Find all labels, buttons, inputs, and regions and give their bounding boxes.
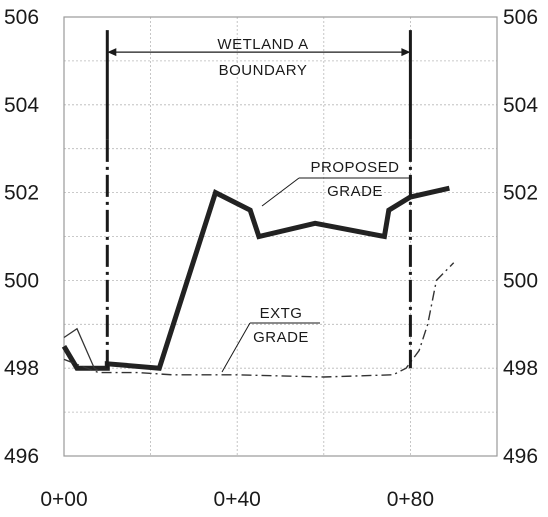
y-tick-label-left: 500 — [4, 269, 39, 292]
arrowhead-right-icon — [401, 48, 411, 57]
annotation-line-2: GRADE — [253, 329, 309, 346]
x-axis: 0+00 0+40 0+80 — [40, 488, 434, 511]
proposed-grade-leader — [261, 177, 300, 207]
existing-grade-left-segment — [63, 327, 99, 371]
annotation-line-2: BOUNDARY — [219, 62, 308, 79]
series-group — [61, 185, 455, 378]
x-tick-label: 0+00 — [40, 488, 87, 511]
y-tick-label-left: 502 — [4, 182, 39, 205]
y-axis-left: 496 498 500 502 504 506 — [4, 6, 39, 468]
annotation-line-1: EXTG — [260, 305, 303, 322]
annotation-line-1: PROPOSED — [310, 159, 399, 176]
y-tick-label-right: 496 — [503, 445, 538, 468]
y-tick-label-left: 496 — [4, 445, 39, 468]
annotation-line-2: GRADE — [327, 183, 383, 200]
y-tick-label-right: 500 — [503, 269, 538, 292]
annotation-line-1: WETLAND A — [217, 36, 308, 53]
y-tick-label-right: 504 — [503, 94, 538, 117]
y-tick-label-left: 504 — [4, 94, 39, 117]
y-tick-label-left: 506 — [4, 6, 39, 29]
existing-grade-line — [63, 262, 455, 378]
grid — [64, 17, 497, 456]
y-tick-label-right: 502 — [503, 182, 538, 205]
y-tick-label-left: 498 — [4, 357, 39, 380]
y-tick-label-right: 506 — [503, 6, 538, 29]
x-tick-label: 0+80 — [387, 488, 434, 511]
existing-grade-leader — [221, 322, 251, 373]
plot-frame — [63, 16, 498, 457]
arrowhead-left-icon — [107, 48, 117, 57]
x-tick-label: 0+40 — [214, 488, 261, 511]
annotations: WETLAND A BOUNDARY PROPOSED GRADE EXTG GRADE — [217, 36, 412, 373]
y-axis-right: 496 498 500 502 504 506 — [503, 6, 538, 468]
y-tick-label-right: 498 — [503, 357, 538, 380]
